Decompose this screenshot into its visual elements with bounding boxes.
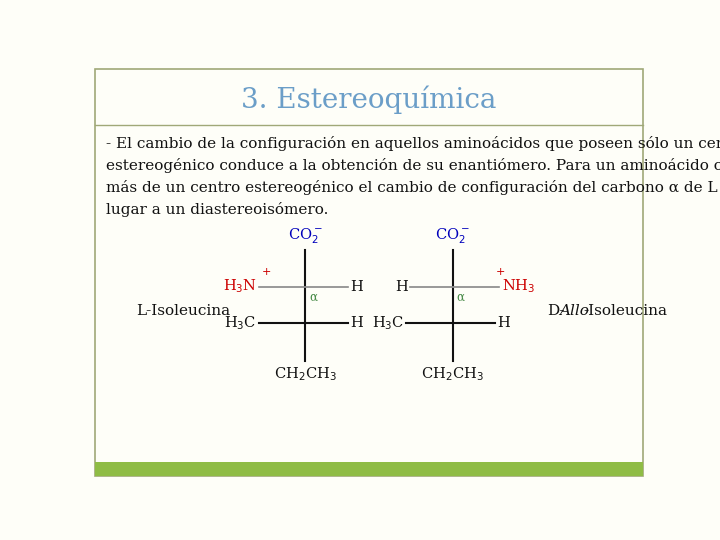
Bar — [94, 462, 644, 476]
Text: H: H — [351, 280, 363, 294]
Text: +: + — [496, 267, 505, 278]
Text: - El cambio de la configuración en aquellos aminoácidos que poseen sólo un centr: - El cambio de la configuración en aquel… — [106, 136, 720, 217]
Text: H$_3$C: H$_3$C — [372, 314, 404, 332]
Text: NH$_3$: NH$_3$ — [502, 278, 535, 295]
Text: H: H — [351, 316, 363, 330]
Text: CH$_2$CH$_3$: CH$_2$CH$_3$ — [421, 365, 484, 383]
Text: H: H — [395, 280, 408, 294]
Text: CO$_2^-$: CO$_2^-$ — [288, 226, 323, 246]
Text: α: α — [310, 291, 318, 304]
Text: H$_3$N: H$_3$N — [222, 278, 256, 295]
Text: H: H — [498, 316, 510, 330]
Text: -Isoleucina: -Isoleucina — [583, 304, 667, 318]
Text: 3. Estereoquímica: 3. Estereoquímica — [241, 85, 497, 114]
Text: Allo: Allo — [559, 304, 590, 318]
Text: +: + — [262, 267, 271, 278]
Text: D-: D- — [547, 304, 565, 318]
Text: α: α — [456, 291, 464, 304]
Text: CO$_2^-$: CO$_2^-$ — [436, 226, 470, 246]
Text: L-Isoleucina: L-Isoleucina — [136, 304, 230, 318]
Text: CH$_2$CH$_3$: CH$_2$CH$_3$ — [274, 365, 337, 383]
Text: H$_3$C: H$_3$C — [225, 314, 256, 332]
